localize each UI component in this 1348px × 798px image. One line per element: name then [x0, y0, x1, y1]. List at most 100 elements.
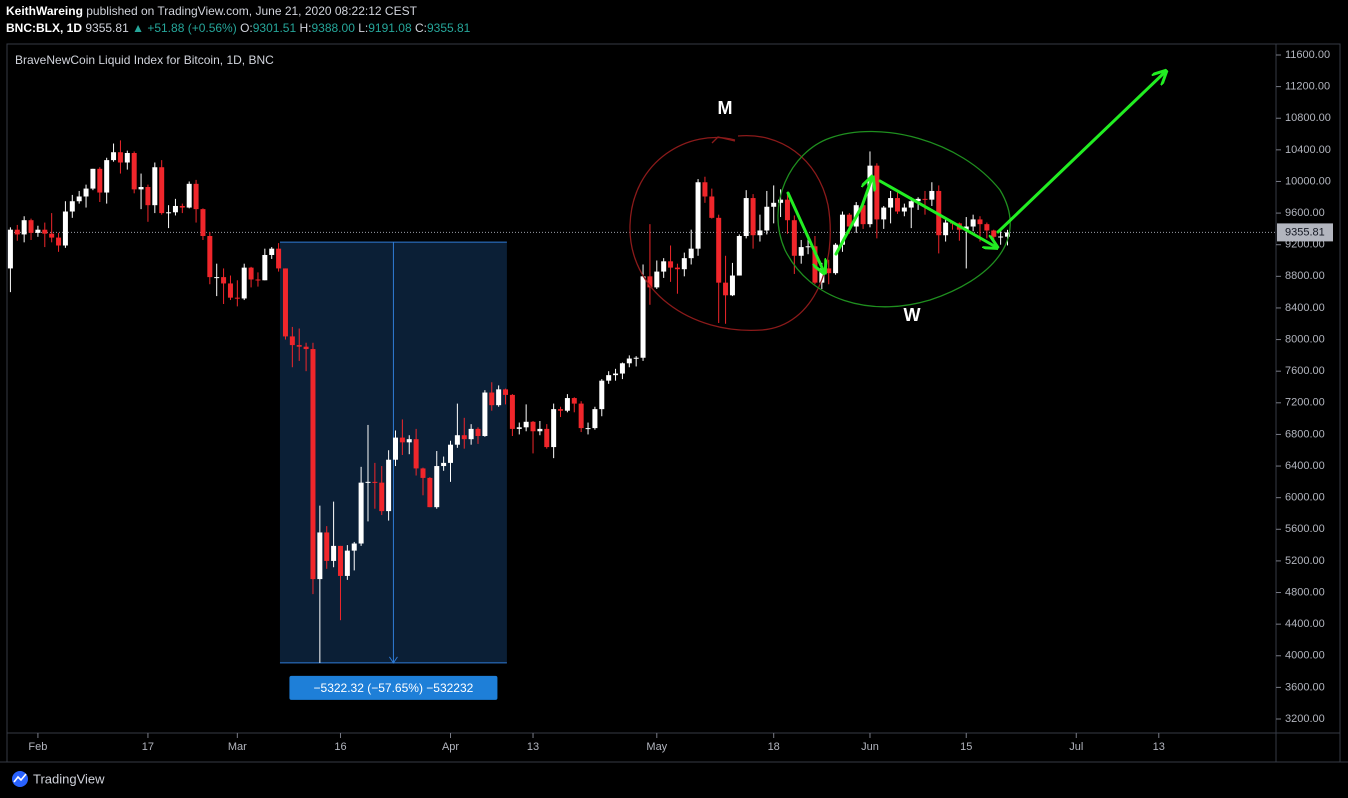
- y-tick-label: 6000.00: [1285, 492, 1325, 504]
- candle-body: [874, 165, 880, 220]
- candle-body: [97, 168, 103, 193]
- arrow: [878, 179, 996, 247]
- candle-body: [489, 392, 495, 406]
- candle-body: [427, 477, 433, 508]
- x-tick-label: 18: [768, 741, 780, 753]
- candle-body: [929, 190, 935, 200]
- candle-body: [83, 188, 89, 197]
- candle-body: [991, 230, 997, 237]
- candle-body: [613, 373, 619, 376]
- candle-body: [42, 229, 48, 234]
- h-label: H:: [299, 21, 311, 35]
- candle-body: [523, 421, 529, 428]
- low: 9191.08: [368, 21, 412, 35]
- candle-body: [372, 481, 378, 483]
- candle-body: [317, 532, 323, 580]
- candle-body: [282, 268, 288, 337]
- y-tick-label: 6800.00: [1285, 428, 1325, 440]
- candle-body: [729, 275, 735, 296]
- candle-body: [221, 277, 227, 284]
- y-tick-label: 11200.00: [1285, 81, 1330, 93]
- measure-label-box: [289, 675, 498, 700]
- candle-body: [668, 261, 674, 268]
- plot: 3200.00 3600.00 4000.00 4400.00 4800.00 5200.…: [7, 49, 1333, 753]
- chart-title: BraveNewCoin Liquid Index for Bitcoin, 1…: [15, 53, 274, 67]
- y-tick-label: 8400.00: [1285, 302, 1325, 314]
- candle-body: [839, 214, 845, 245]
- candle-body: [49, 233, 55, 238]
- x-tick-label: 13: [527, 741, 539, 753]
- candle-body: [7, 229, 13, 269]
- m-circle: [629, 134, 831, 331]
- candle-body: [227, 283, 233, 298]
- annotation: W: [904, 305, 921, 325]
- candle-body: [516, 427, 522, 429]
- w-circle: [777, 130, 1011, 308]
- y-tick-label: 5600.00: [1285, 523, 1325, 535]
- y-tick-label: 3600.00: [1285, 681, 1325, 693]
- candle-body: [709, 196, 715, 218]
- candle-body: [379, 482, 385, 512]
- candle-body: [166, 212, 172, 214]
- candle-body: [461, 435, 467, 440]
- candle-body: [214, 277, 220, 279]
- candle-body: [344, 550, 350, 576]
- candle-body: [193, 183, 199, 210]
- change: +51.88 (+0.56%): [147, 21, 236, 35]
- candle-body: [14, 229, 20, 235]
- y-tick-label: 8800.00: [1285, 270, 1325, 282]
- candle-body: [200, 209, 206, 237]
- candle-body: [867, 165, 873, 225]
- logo-mark: [13, 773, 27, 783]
- candle-body: [901, 207, 907, 212]
- candle-body: [448, 444, 454, 463]
- candle-body: [846, 214, 852, 227]
- y-tick-label: 3200.00: [1285, 713, 1325, 725]
- candle-body: [764, 206, 770, 231]
- m-tick: [711, 136, 736, 144]
- candle-body: [392, 437, 398, 460]
- candle-body: [399, 437, 405, 443]
- candle-body: [420, 468, 426, 478]
- candle-body: [117, 152, 123, 163]
- candle-body: [702, 182, 708, 197]
- candle-body: [90, 168, 96, 189]
- candle-body: [503, 389, 509, 395]
- candle-body: [757, 230, 763, 236]
- candle-body: [599, 380, 605, 410]
- candle-body: [475, 428, 481, 437]
- candle-body: [138, 187, 144, 190]
- o-label: O:: [240, 21, 253, 35]
- candle-body: [977, 219, 983, 225]
- y-tick-label: 11600.00: [1285, 49, 1330, 61]
- candle-body: [736, 236, 742, 276]
- candle-body: [826, 268, 832, 274]
- candle-body: [289, 336, 295, 346]
- candle-body: [179, 205, 185, 208]
- candle-body: [791, 220, 797, 256]
- candle-body: [159, 167, 165, 214]
- brand: TradingView: [33, 771, 105, 786]
- candle-body: [234, 297, 240, 299]
- measure-arrow-head: [389, 656, 398, 664]
- candle-body: [647, 276, 653, 288]
- candle-body: [661, 261, 667, 272]
- candle-body: [248, 267, 254, 280]
- candle-body: [296, 345, 302, 347]
- arrow: [996, 72, 1165, 234]
- y-tick-label: 10800.00: [1285, 112, 1331, 124]
- last: 9355.81: [85, 21, 129, 35]
- candle-body: [640, 276, 646, 358]
- candle-body: [124, 153, 130, 163]
- candle-body: [674, 267, 680, 270]
- high: 9388.00: [311, 21, 355, 35]
- candle-body: [998, 236, 1004, 238]
- publish-line: KeithWareing published on TradingView.co…: [6, 4, 418, 18]
- candle-body: [509, 394, 515, 429]
- candle-body: [104, 160, 110, 193]
- candle-body: [482, 392, 488, 437]
- candle-body: [558, 409, 564, 411]
- candle-body: [207, 236, 213, 278]
- candle-body: [21, 220, 27, 235]
